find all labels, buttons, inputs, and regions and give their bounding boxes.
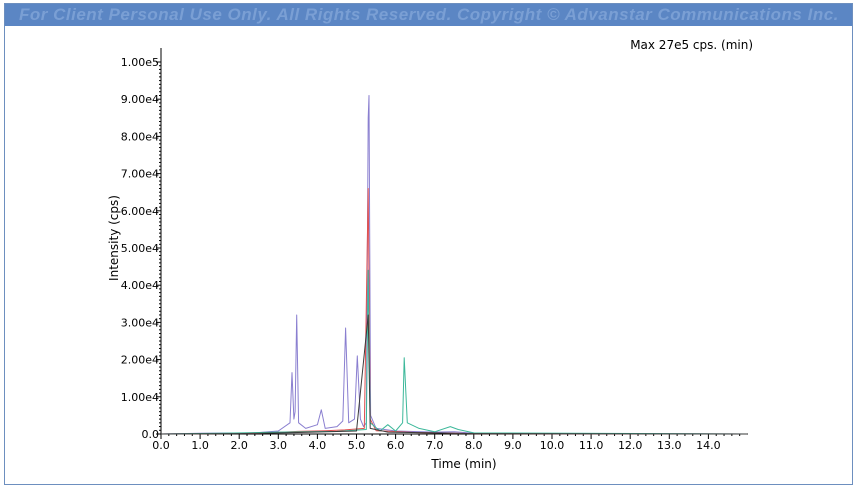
x-axis-title: Time (min) (430, 457, 496, 471)
x-tick-label: 4.0 (309, 439, 327, 452)
y-tick-label: 8.00e4 (121, 130, 159, 143)
x-tick-label: 14.0 (696, 439, 721, 452)
y-tick-label: 4.00e4 (121, 279, 159, 292)
y-tick-label: 0.0 (142, 428, 160, 441)
copyright-banner: For Client Personal Use Only. All Rights… (19, 5, 839, 24)
x-tick-label: 0.0 (152, 439, 170, 452)
y-tick-label: 9.00e4 (121, 93, 159, 106)
y-axis-title: Intensity (cps) (107, 195, 121, 281)
y-tick-label: 5.00e4 (121, 242, 159, 255)
x-tick-label: 11.0 (579, 439, 604, 452)
series-group (160, 95, 748, 435)
x-tick-label: 2.0 (230, 439, 248, 452)
x-tick-label: 8.0 (465, 439, 483, 452)
x-tick-label: 1.0 (191, 439, 209, 452)
y-tick-label: 7.00e4 (121, 168, 159, 181)
y-tick-label: 1.00e4 (121, 391, 159, 404)
series-line-4 (160, 314, 748, 435)
series-line-3 (160, 269, 748, 435)
title-bar: For Client Personal Use Only. All Rights… (5, 4, 852, 26)
x-tick-label: 9.0 (504, 439, 522, 452)
y-tick-label: 2.00e4 (121, 354, 159, 367)
y-tick-label: 3.00e4 (121, 316, 159, 329)
chart-frame: For Client Personal Use Only. All Rights… (4, 3, 853, 485)
series-line-1 (160, 95, 748, 435)
series-line-2 (160, 188, 748, 435)
max-intensity-label: Max 27e5 cps. (min) (630, 38, 753, 52)
y-tick-label: 1.00e5 (121, 56, 159, 69)
x-tick-label: 5.0 (348, 439, 366, 452)
x-tick-label: 10.0 (540, 439, 565, 452)
x-tick-label: 3.0 (270, 439, 288, 452)
x-tick-label: 13.0 (657, 439, 682, 452)
x-tick-label: 12.0 (618, 439, 643, 452)
x-ticks: 0.0 1.0 2.0 3.0 4.0 5.0 6.0 7.0 8.0 9.0 10.0 11.0 12… (152, 434, 741, 452)
x-tick-label: 7.0 (426, 439, 444, 452)
x-tick-label: 6.0 (387, 439, 405, 452)
y-ticks: 0.0 1.00e4 2.00e4 3.00e4 4.00e4 5.00e4 6.00e4 7… (121, 56, 161, 441)
y-tick-label: 6.00e4 (121, 205, 159, 218)
